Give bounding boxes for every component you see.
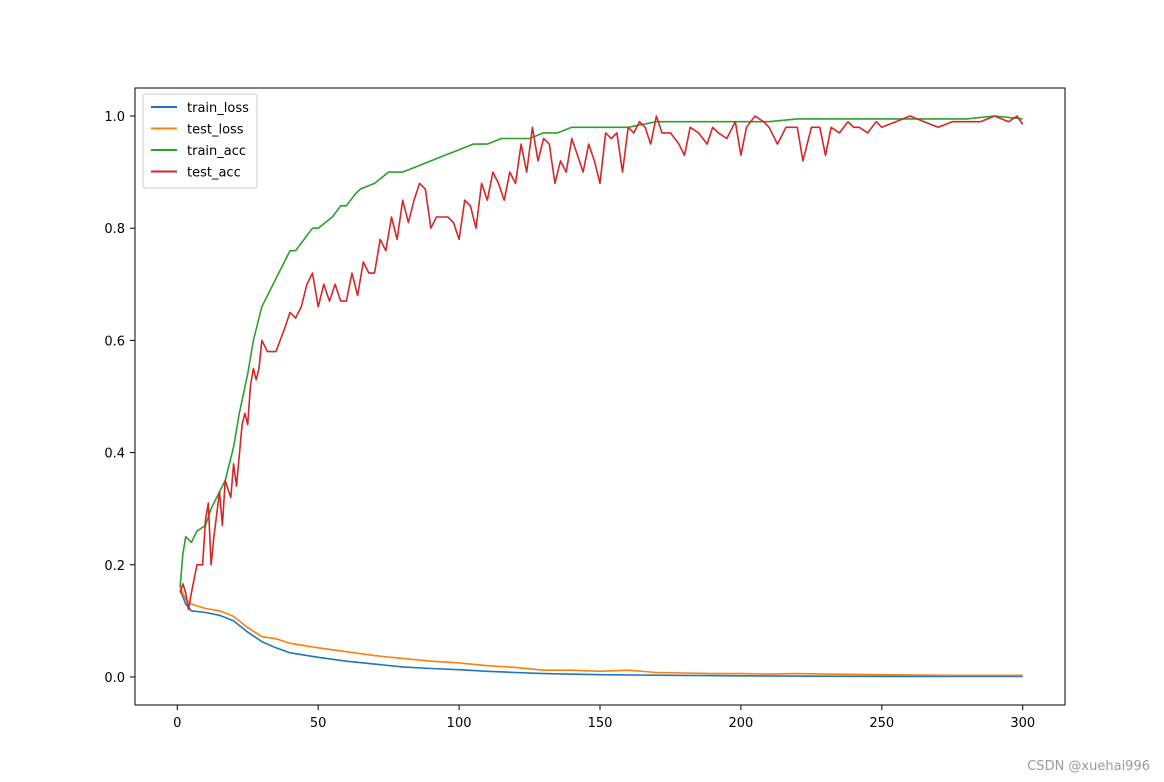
legend-label-test_acc: test_acc <box>187 166 241 181</box>
x-tick-label: 100 <box>447 716 472 731</box>
series-line-test_loss <box>179 586 1023 677</box>
x-tick-label: 50 <box>310 716 327 731</box>
legend-box <box>142 93 258 189</box>
y-tick-label: 0.6 <box>104 334 125 349</box>
x-tick-label: 250 <box>869 716 894 731</box>
y-tick-label: 0.8 <box>104 222 125 237</box>
y-tick-label: 0.4 <box>104 447 125 462</box>
x-tick-label: 200 <box>728 716 753 731</box>
legend-label-test_loss: test_loss <box>187 123 244 138</box>
y-tick-label: 0.2 <box>104 559 125 574</box>
x-axis: 0 50 100 150 200 250 300 <box>173 705 1035 731</box>
y-tick-label: 0.0 <box>104 671 125 686</box>
y-tick-label: 1.0 <box>104 110 125 125</box>
watermark: CSDN @xuehai996 <box>1027 759 1150 774</box>
plot-lines <box>179 115 1024 678</box>
x-tick-label: 300 <box>1010 716 1035 731</box>
legend-label-train_acc: train_acc <box>187 144 246 159</box>
x-tick-label: 0 <box>173 716 181 731</box>
y-axis: 0.0 0.2 0.4 0.6 0.8 1.0 <box>104 110 135 686</box>
legend-label-train_loss: train_loss <box>187 101 249 116</box>
series-line-train_loss <box>179 589 1023 678</box>
series-line-train_acc <box>179 115 1023 588</box>
legend: train_loss test_loss train_acc test_acc <box>142 93 258 189</box>
x-tick-label: 150 <box>588 716 613 731</box>
series-line-test_acc <box>179 115 1024 611</box>
